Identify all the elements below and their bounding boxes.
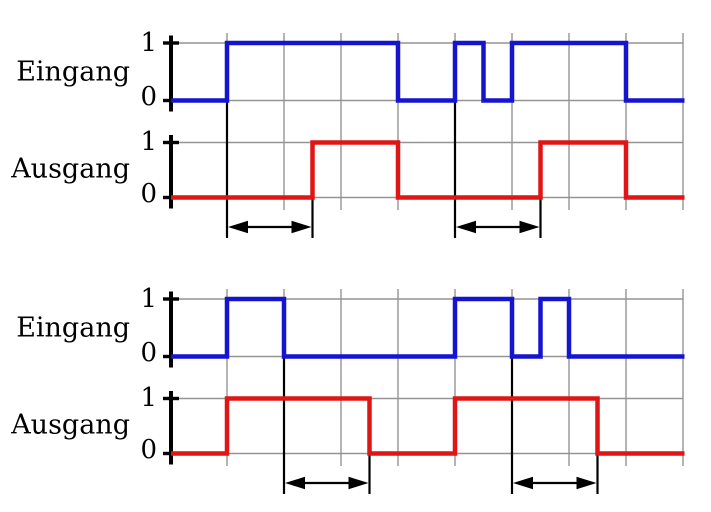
d1-input-high-label: 1 bbox=[140, 28, 157, 58]
grid-lines bbox=[171, 289, 684, 466]
left-arrowhead-icon bbox=[513, 476, 533, 490]
delay-arrow bbox=[510, 356, 599, 494]
input-signal-waveform bbox=[171, 40, 685, 103]
d2-output-label: Ausgang bbox=[11, 409, 130, 441]
delay-arrow bbox=[453, 100, 542, 238]
d1-input-low-label: 0 bbox=[140, 82, 157, 112]
d2-input-low-label: 0 bbox=[140, 338, 157, 368]
diagram-1 bbox=[163, 33, 685, 238]
left-arrowhead-icon bbox=[228, 220, 248, 234]
right-arrowhead-icon bbox=[348, 476, 369, 490]
d2-output-low-label: 0 bbox=[140, 435, 157, 465]
right-arrowhead-icon bbox=[291, 220, 312, 234]
input-signal-waveform bbox=[171, 296, 685, 359]
right-arrowhead-icon bbox=[576, 476, 597, 490]
d2-input-high-label: 1 bbox=[140, 284, 157, 314]
d1-output-label: Ausgang bbox=[11, 153, 130, 185]
d1-output-low-label: 0 bbox=[140, 179, 157, 209]
right-arrowhead-icon bbox=[519, 220, 540, 234]
d1-output-high-label: 1 bbox=[140, 127, 157, 157]
d2-input-label: Eingang bbox=[16, 312, 130, 344]
d2-output-high-label: 1 bbox=[140, 383, 157, 413]
output-signal-waveform bbox=[171, 140, 685, 200]
d1-input-label: Eingang bbox=[16, 56, 130, 88]
left-arrowhead-icon bbox=[285, 476, 305, 490]
delay-arrow bbox=[282, 356, 371, 494]
grid-lines bbox=[171, 33, 684, 210]
left-arrowhead-icon bbox=[456, 220, 476, 234]
delay-arrow bbox=[225, 100, 314, 238]
output-signal-waveform bbox=[171, 396, 685, 456]
diagram-2 bbox=[163, 289, 685, 494]
